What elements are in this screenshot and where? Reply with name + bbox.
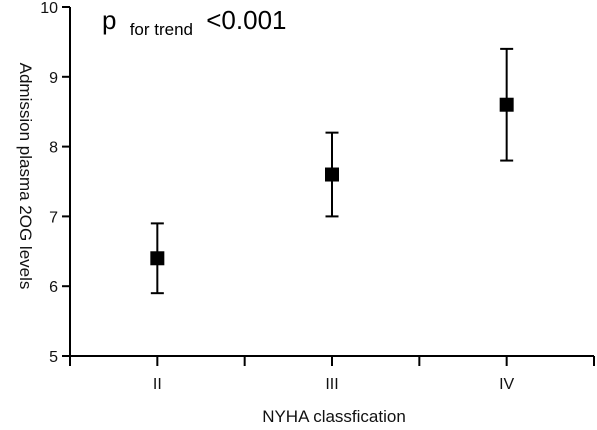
y-axis-title: Admission plasma 2OG levels — [16, 63, 35, 290]
annotation-value: <0.001 — [206, 5, 286, 35]
x-axis-ticks: II III IV — [69, 356, 595, 393]
x-tick-label: III — [325, 376, 338, 393]
annotation-subscript: for trend — [130, 20, 193, 39]
y-tick-label: 7 — [49, 209, 58, 226]
data-point — [150, 251, 165, 266]
x-axis-title: NYHA classfication — [262, 407, 406, 426]
data-point — [325, 167, 339, 182]
annotation-p: p — [102, 5, 116, 35]
annotation: p for trend <0.001 — [102, 5, 287, 41]
data-marks — [150, 47, 514, 295]
y-tick-label: 8 — [49, 140, 58, 157]
x-tick-label: II — [153, 376, 162, 393]
y-tick-label: 9 — [49, 70, 58, 87]
y-tick-label: 6 — [49, 279, 58, 296]
y-axis-ticks: 5 6 7 8 9 10 — [40, 0, 70, 366]
x-tick-label: IV — [499, 376, 514, 393]
y-tick-label: 5 — [49, 349, 58, 366]
data-point — [499, 97, 514, 112]
y-tick-label: 10 — [40, 0, 58, 17]
